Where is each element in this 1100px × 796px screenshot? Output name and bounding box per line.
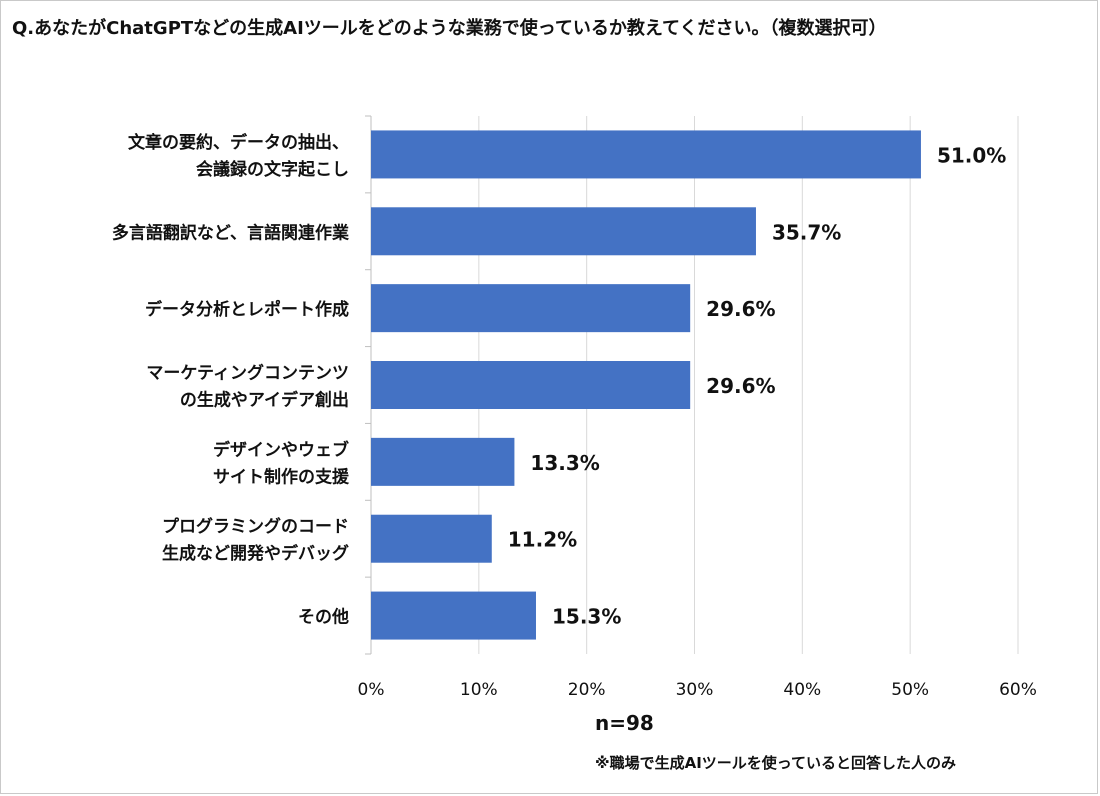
category-label: 多言語翻訳など、言語関連作業: [112, 222, 349, 243]
bar: [371, 130, 921, 179]
category-label: データ分析とレポート作成: [145, 299, 349, 320]
data-label: 15.3%: [552, 605, 621, 629]
bar: [371, 591, 536, 640]
x-tick-label: 30%: [676, 680, 714, 700]
chart-title: Q.あなたがChatGPTなどの生成AIツールをどのような業務で使っているか教え…: [12, 18, 887, 39]
category-label: の生成やアイデア創出: [180, 390, 349, 411]
category-label: 文章の要約、データの抽出、: [128, 132, 349, 153]
data-label: 29.6%: [706, 374, 775, 398]
data-labels: 51.0% 35.7% 29.6% 29.6% 13.3% 11.2% 15.3%: [508, 143, 1007, 628]
x-tick-label: 40%: [783, 680, 821, 700]
x-tick-label: 60%: [999, 680, 1037, 700]
data-label: 35.7%: [772, 220, 841, 244]
sample-size-label: n=98: [595, 711, 654, 735]
bar: [371, 361, 691, 409]
x-tick-label: 10%: [460, 680, 498, 700]
bars: [371, 130, 921, 640]
bar: [371, 207, 756, 256]
category-axis: [365, 115, 372, 655]
bar: [371, 514, 492, 563]
x-tick-label: 50%: [891, 680, 929, 700]
category-label: マーケティングコンテンツ: [146, 363, 349, 384]
category-labels: 文章の要約、データの抽出、会議録の文字起こし多言語翻訳など、言語関連作業データ分…: [112, 132, 350, 628]
x-tick-labels: 0% 10% 20% 30% 40% 50% 60%: [358, 680, 1037, 700]
data-label: 51.0%: [937, 143, 1006, 167]
data-label: 29.6%: [706, 297, 775, 321]
data-label: 11.2%: [508, 528, 577, 552]
footnote: ※職場で生成AIツールを使っていると回答した人のみ: [595, 754, 957, 772]
category-label: デザインやウェブ: [213, 439, 349, 460]
category-label: 会議録の文字起こし: [196, 159, 349, 180]
x-tick-label: 20%: [568, 680, 606, 700]
category-label: サイト制作の支援: [213, 466, 350, 487]
x-tick-label: 0%: [358, 680, 385, 700]
data-label: 13.3%: [530, 451, 599, 475]
category-label: 生成など開発やデバッグ: [162, 543, 349, 564]
bar: [371, 284, 691, 333]
bar: [371, 437, 515, 486]
category-label: プログラミングのコード: [162, 516, 349, 537]
category-label: その他: [298, 607, 349, 628]
